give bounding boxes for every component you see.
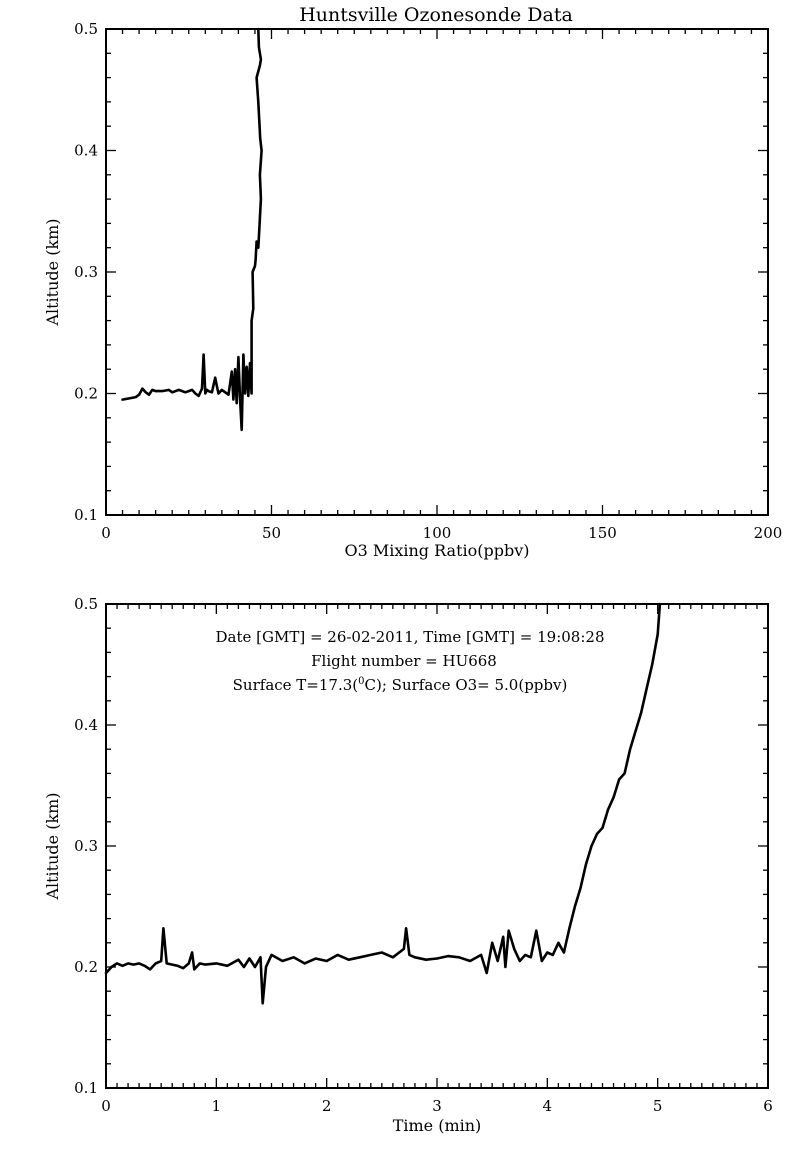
time-profile-x-axis-label: Time (min): [393, 1116, 482, 1135]
series-line: [104, 602, 662, 1005]
surface-suffix: C); Surface O3= 5.0(ppbv): [365, 676, 568, 694]
x-tick-label: 3: [432, 1097, 442, 1115]
y-tick-label: 0.3: [74, 263, 98, 281]
x-tick-label: 1: [212, 1097, 222, 1115]
o3-profile-frame: [105, 28, 769, 516]
x-tick-label: 50: [262, 524, 281, 542]
y-tick-label: 0.2: [74, 385, 98, 403]
x-tick-label: 0: [101, 1097, 111, 1115]
y-tick-label: 0.4: [74, 716, 98, 734]
x-tick-label: 100: [423, 524, 452, 542]
plot-time-profile: 0 1 2 3 4 5 6 0.1 0.2 0.3 0.4 0.5 Date [GMT] = 26-0…: [43, 595, 773, 1135]
y-tick-label: 0.3: [74, 837, 98, 855]
y-tick-label: 0.5: [74, 20, 98, 38]
x-tick-label: 5: [653, 1097, 663, 1115]
surface-prefix: Surface T=17.3(: [233, 676, 358, 694]
y-tick-label: 0.4: [74, 142, 98, 160]
x-tick-label: 0: [101, 524, 111, 542]
y-tick-label: 0.2: [74, 958, 98, 976]
y-tick-label: 0.1: [74, 1079, 98, 1097]
x-tick-label: 6: [763, 1097, 773, 1115]
o3-profile-marks: 0 50 100 150 200 0.1 0.2 0.3 0.4 0.5: [74, 20, 782, 542]
x-tick-label: 150: [588, 524, 617, 542]
degree-superscript: 0: [358, 676, 364, 687]
surface-conditions-annotation: Surface T=17.3(0C); Surface O3= 5.0(ppbv…: [233, 676, 568, 694]
x-tick-label: 2: [322, 1097, 332, 1115]
time-profile-frame: [105, 603, 769, 1089]
time-profile-marks: 0 1 2 3 4 5 6 0.1 0.2 0.3 0.4 0.5: [74, 595, 773, 1115]
chart-title: Huntsville Ozonesonde Data: [299, 4, 573, 26]
flight-number-annotation: Flight number = HU668: [311, 652, 497, 670]
y-tick-label: 0.1: [74, 506, 98, 524]
x-tick-label: 200: [754, 524, 783, 542]
y-tick-label: 0.5: [74, 595, 98, 613]
o3-profile-y-axis-label: Altitude (km): [43, 218, 62, 326]
series-line: [121, 27, 263, 432]
flight-date-annotation: Date [GMT] = 26-02-2011, Time [GMT] = 19…: [215, 628, 604, 646]
o3-profile-x-axis-label: O3 Mixing Ratio(ppbv): [344, 541, 529, 560]
x-tick-label: 4: [543, 1097, 553, 1115]
plot-o3-profile: 0 50 100 150 200 0.1 0.2 0.3 0.4 0.5 O3 Mixing Ra…: [43, 20, 782, 560]
time-profile-y-axis-label: Altitude (km): [43, 792, 62, 900]
